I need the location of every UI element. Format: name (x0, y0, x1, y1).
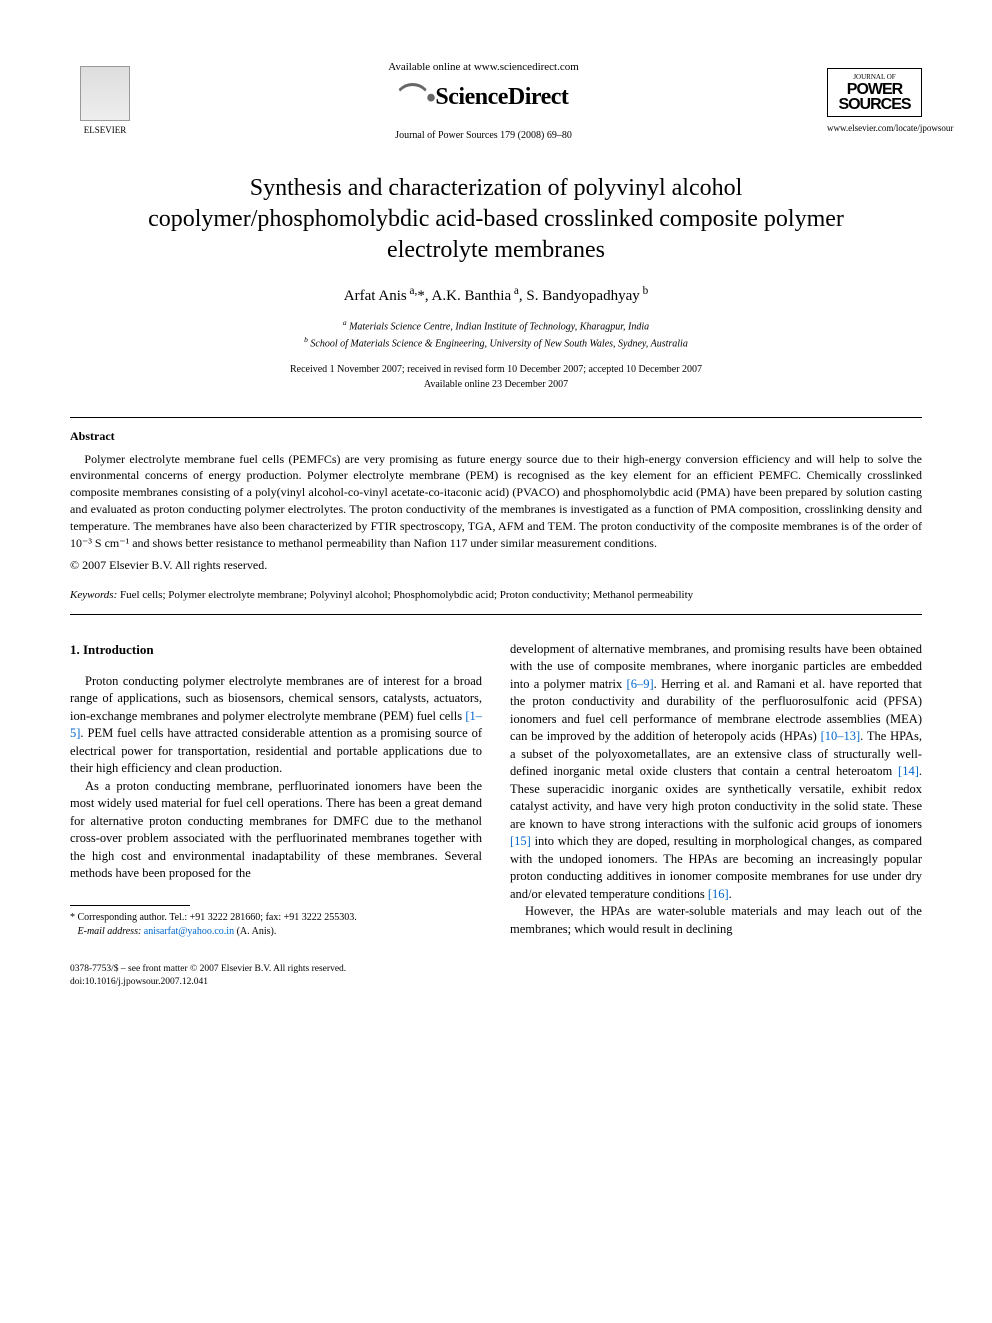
p3-f: . (729, 887, 732, 901)
journal-name-2: SOURCES (830, 97, 919, 112)
email-author: (A. Anis). (237, 926, 277, 937)
journal-logo-box: JOURNAL OF POWER SOURCES (827, 68, 922, 117)
author-3: S. Bandyopadhyay (526, 288, 639, 304)
affiliations: a Materials Science Centre, Indian Insti… (70, 317, 922, 352)
elsevier-tree-icon (80, 66, 130, 121)
keywords-label: Keywords: (70, 589, 117, 601)
abstract-text: Polymer electrolyte membrane fuel cells … (70, 451, 922, 552)
footer-line-2: doi:10.1016/j.jpowsour.2007.12.041 (70, 976, 922, 989)
abstract-heading: Abstract (70, 428, 922, 445)
dates-line-1: Received 1 November 2007; received in re… (70, 362, 922, 377)
page-footer: 0378-7753/$ – see front matter © 2007 El… (70, 963, 922, 990)
ref-link-15[interactable]: [15] (510, 834, 531, 848)
journal-reference: Journal of Power Sources 179 (2008) 69–8… (140, 129, 827, 143)
page-header: ELSEVIER Available online at www.science… (70, 60, 922, 143)
keywords-line: Keywords: Fuel cells; Polymer electrolyt… (70, 588, 922, 603)
footnote-corr: * Corresponding author. Tel.: +91 3222 2… (70, 911, 482, 925)
authors-line: Arfat Anis a,*, A.K. Banthia a, S. Bandy… (70, 284, 922, 307)
author-3-affil: b (640, 285, 648, 297)
author-1-affil: a, (407, 285, 418, 297)
p1-post: . PEM fuel cells have attracted consider… (70, 726, 482, 775)
keywords-text: Fuel cells; Polymer electrolyte membrane… (120, 589, 693, 601)
ref-link-10-13[interactable]: [10–13] (821, 729, 861, 743)
affiliation-a: a Materials Science Centre, Indian Insti… (70, 317, 922, 334)
dates-line-2: Available online 23 December 2007 (70, 377, 922, 392)
body-columns: 1. Introduction Proton conducting polyme… (70, 641, 922, 939)
intro-para-3: development of alternative membranes, an… (510, 641, 922, 904)
sd-swoosh-icon: ⌒• (399, 83, 436, 114)
elsevier-logo: ELSEVIER (70, 61, 140, 141)
ref-link-16[interactable]: [16] (708, 887, 729, 901)
author-2: A.K. Banthia (432, 288, 512, 304)
journal-name-1: POWER (830, 82, 919, 97)
corresponding-marker: * (417, 288, 425, 304)
intro-para-1: Proton conducting polymer electrolyte me… (70, 673, 482, 778)
sciencedirect-text: ScienceDirect (435, 85, 568, 111)
center-header: Available online at www.sciencedirect.co… (140, 60, 827, 143)
author-2-affil: a (511, 285, 519, 297)
journal-url: www.elsevier.com/locate/jpowsour (827, 122, 922, 135)
affiliation-b-text: School of Materials Science & Engineerin… (310, 339, 687, 350)
footnote-divider (70, 905, 190, 906)
left-column: 1. Introduction Proton conducting polyme… (70, 641, 482, 939)
affiliation-b: b School of Materials Science & Engineer… (70, 334, 922, 351)
sciencedirect-logo: ⌒•ScienceDirect (140, 79, 827, 118)
divider-top (70, 417, 922, 418)
author-1: Arfat Anis (344, 288, 407, 304)
email-link[interactable]: anisarfat@yahoo.co.in (144, 926, 234, 937)
right-column: development of alternative membranes, an… (510, 641, 922, 939)
article-dates: Received 1 November 2007; received in re… (70, 362, 922, 392)
available-online-text: Available online at www.sciencedirect.co… (140, 60, 827, 75)
abstract-body: Polymer electrolyte membrane fuel cells … (70, 452, 922, 550)
intro-para-4: However, the HPAs are water-soluble mate… (510, 903, 922, 938)
intro-para-2: As a proton conducting membrane, perfluo… (70, 778, 482, 883)
corresponding-footnote: * Corresponding author. Tel.: +91 3222 2… (70, 911, 482, 939)
p1-pre: Proton conducting polymer electrolyte me… (70, 674, 482, 723)
article-title: Synthesis and characterization of polyvi… (110, 173, 882, 267)
elsevier-label: ELSEVIER (84, 124, 127, 137)
affiliation-a-text: Materials Science Centre, Indian Institu… (349, 321, 649, 332)
ref-link-6-9[interactable]: [6–9] (627, 677, 654, 691)
divider-bottom (70, 614, 922, 615)
footnote-email-line: E-mail address: anisarfat@yahoo.co.in (A… (70, 925, 482, 939)
abstract-copyright: © 2007 Elsevier B.V. All rights reserved… (70, 557, 922, 574)
journal-logo: JOURNAL OF POWER SOURCES www.elsevier.co… (827, 68, 922, 134)
footer-line-1: 0378-7753/$ – see front matter © 2007 El… (70, 963, 922, 976)
ref-link-14[interactable]: [14] (898, 764, 919, 778)
section-1-heading: 1. Introduction (70, 641, 482, 659)
email-label: E-mail address: (78, 926, 142, 937)
